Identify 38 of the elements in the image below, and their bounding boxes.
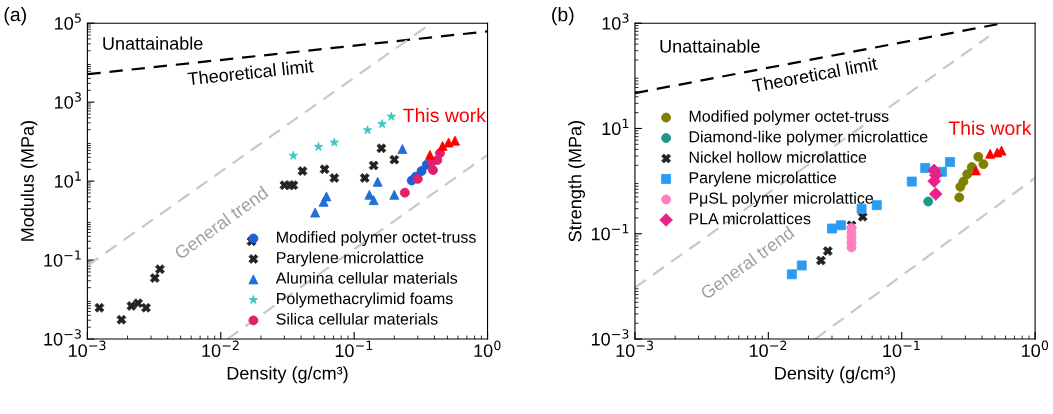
annotation: Unattainable xyxy=(103,36,203,50)
legend-label: PLA microlattices xyxy=(689,212,811,225)
y-tick-label: 10$^{1}$ xyxy=(55,171,81,188)
x-tick-label: 10$^{−1}$ xyxy=(883,340,920,358)
legend-label: Nickel hollow microlattice xyxy=(689,151,867,163)
legend-label: Polymethacrylimid foams xyxy=(277,292,453,308)
annotation: Theoretical limit xyxy=(751,56,878,93)
y-tick-label: 10$^{−1}$ xyxy=(591,224,629,241)
x-tick-label: 10$^{−2}$ xyxy=(202,340,239,358)
annotation: This work xyxy=(403,107,486,123)
y-axis-title: Strength (MPa) xyxy=(568,121,585,242)
y-tick-label: 10$^{3}$ xyxy=(55,92,81,109)
y-tick-label: 10$^{−1}$ xyxy=(44,250,81,267)
chart-title: (b) xyxy=(552,7,574,26)
legend-label: Parylene microlattice xyxy=(689,171,837,187)
x-tick-label: 10$^{−1}$ xyxy=(335,340,373,358)
legend-label: PμSL polymer microlattice xyxy=(689,192,874,207)
legend-label: Diamond-like polymer microlattice xyxy=(689,130,928,146)
y-tick-label: 10$^{3}$ xyxy=(602,13,629,30)
x-tick-label: 10$^{0}$ xyxy=(1022,340,1049,358)
x-tick-label: 10$^{−2}$ xyxy=(749,340,787,358)
legend-label: Modified polymer octet-truss xyxy=(689,110,889,126)
annotation: Unattainable xyxy=(660,39,760,53)
x-tick-label: 10$^{0}$ xyxy=(474,340,501,358)
y-axis-title: Modulus (MPa) xyxy=(20,121,38,241)
chart-title: (a) xyxy=(4,7,26,26)
x-tick-label: 10$^{−3}$ xyxy=(616,340,654,358)
annotation: This work xyxy=(948,120,1032,136)
x-axis-title: Density (g/cm³) xyxy=(227,366,348,384)
annotation: Theoretical limit xyxy=(187,59,314,86)
x-axis-title: Density (g/cm³) xyxy=(775,366,896,384)
y-tick-label: 10$^{5}$ xyxy=(55,13,81,30)
legend-label: Modified polymer octet-truss xyxy=(277,231,476,246)
y-tick-label: 10$^{1}$ xyxy=(602,118,629,136)
legend-label: Silica cellular materials xyxy=(276,313,438,325)
x-tick-label: 10$^{−3}$ xyxy=(69,340,106,358)
legend-label: Alumina cellular materials xyxy=(275,272,458,284)
legend-label: Parylene microlattice xyxy=(277,251,424,267)
